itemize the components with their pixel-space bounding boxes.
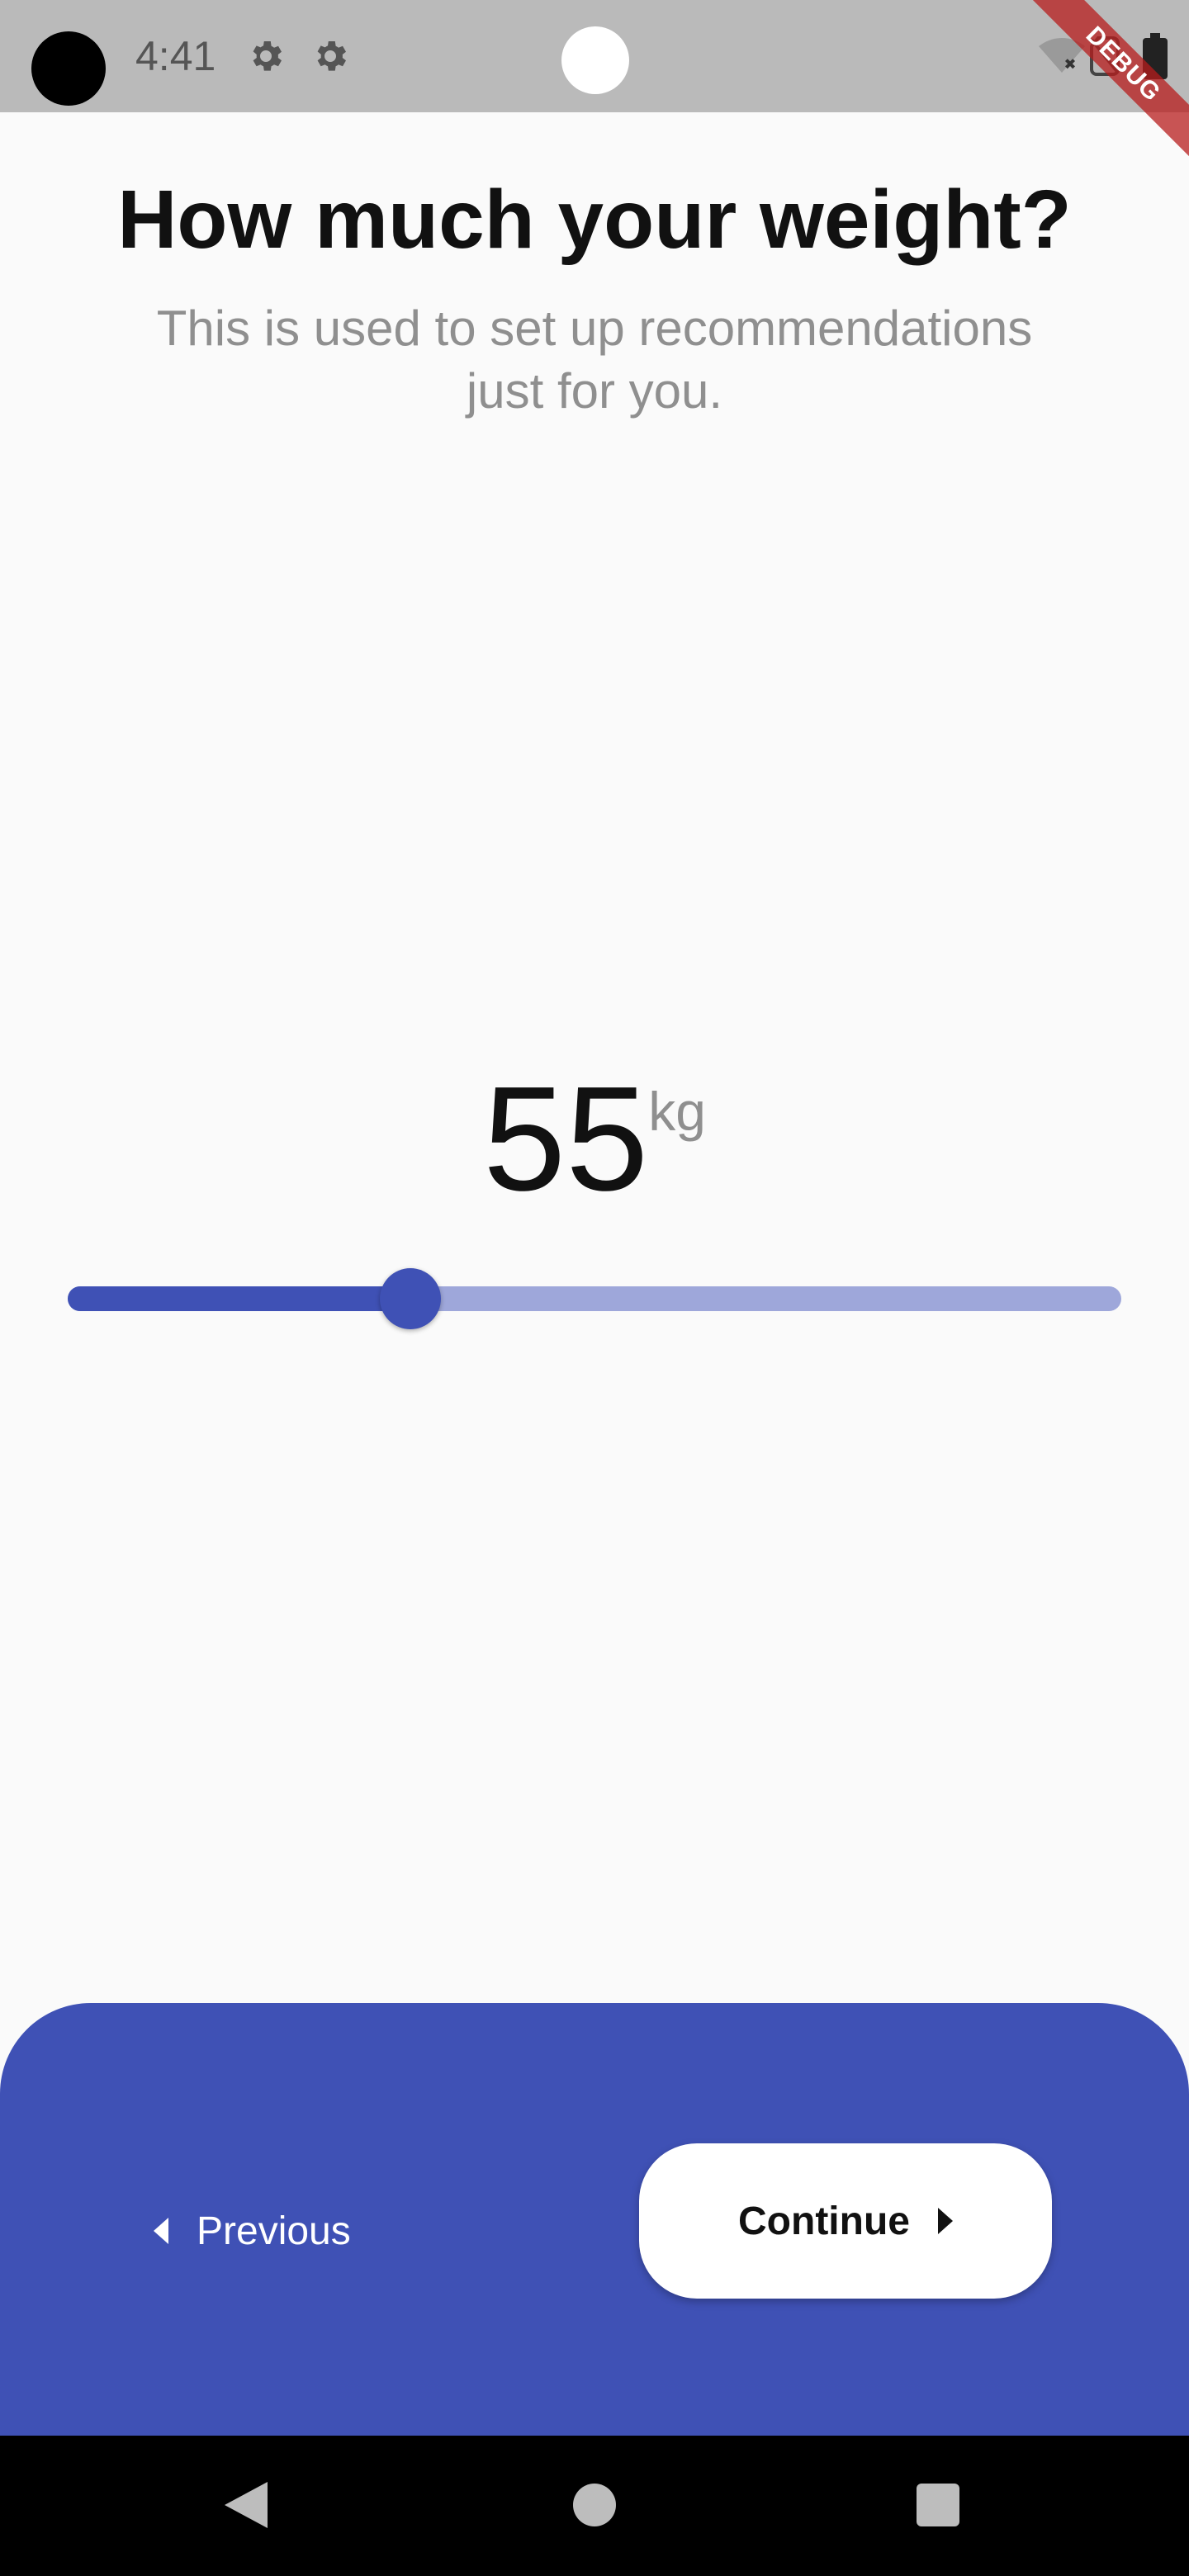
wifi-off-icon <box>1039 38 1085 73</box>
weight-value: 55 <box>483 1056 649 1222</box>
weight-slider[interactable] <box>68 1268 1121 1329</box>
continue-button-label: Continue <box>738 2199 910 2243</box>
status-bar: 4:41 DEBUG <box>0 0 1189 165</box>
continue-button[interactable]: Continue <box>639 2143 1052 2299</box>
home-icon[interactable] <box>573 2484 616 2526</box>
settings-gear-icon <box>317 41 346 71</box>
caret-left-icon <box>154 2218 168 2244</box>
slider-thumb[interactable] <box>379 1268 441 1329</box>
bottom-navigation-panel: Previous Continue <box>0 2003 1189 2436</box>
debug-label: DEBUG <box>1022 0 1189 165</box>
page-subtitle: This is used to set up recommendations j… <box>156 301 1033 419</box>
system-navigation-bar <box>0 2436 1189 2576</box>
page-title: How much your weight? <box>117 173 1072 266</box>
previous-button[interactable]: Previous <box>154 2198 351 2264</box>
camera-cutout <box>31 31 106 106</box>
slider-active-track[interactable] <box>68 1286 410 1311</box>
debug-banner: DEBUG <box>1007 0 1189 182</box>
recents-icon[interactable] <box>917 2484 959 2526</box>
weight-display: 55kg <box>0 1057 1189 1222</box>
caret-right-icon <box>937 2208 953 2234</box>
previous-button-label: Previous <box>197 2209 351 2253</box>
status-time: 4:41 <box>135 33 216 79</box>
settings-gear-icon <box>253 41 282 71</box>
front-camera-dot <box>561 26 629 94</box>
battery-icon <box>1143 33 1168 79</box>
back-icon[interactable] <box>225 2482 268 2528</box>
no-sim-icon <box>1090 36 1120 76</box>
weight-unit: kg <box>648 1081 706 1142</box>
